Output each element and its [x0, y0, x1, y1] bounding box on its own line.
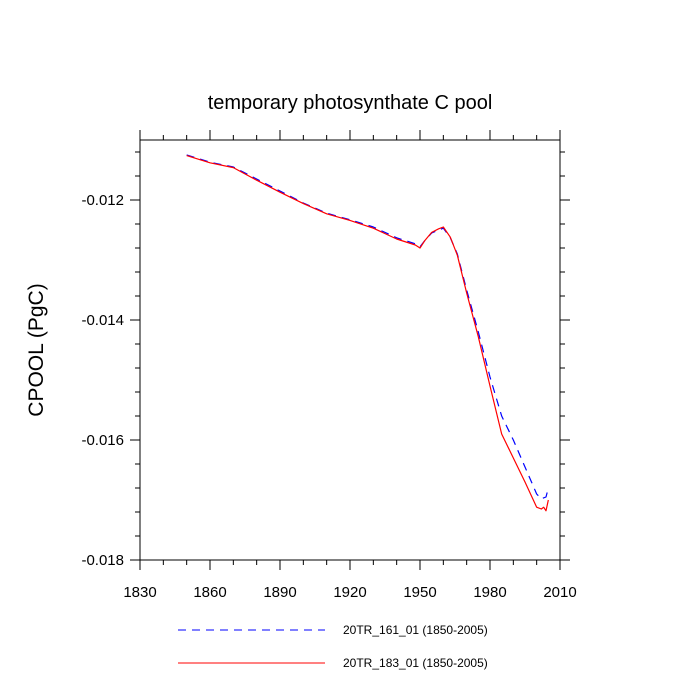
y-tick-label: -0.018: [81, 552, 124, 569]
chart-title: temporary photosynthate C pool: [208, 92, 493, 114]
x-tick-label: 1920: [333, 584, 366, 601]
x-tick-label: 1890: [263, 584, 296, 601]
y-axis-label: CPOOL (PgC): [25, 283, 48, 416]
legend-label-1: 20TR_161_01 (1850-2005): [343, 623, 488, 637]
series-line-2: [186, 155, 549, 512]
series-layer: [186, 154, 549, 512]
legend: 20TR_161_01 (1850-2005) 20TR_183_01 (1850…: [178, 623, 488, 670]
series-line-1: [186, 154, 549, 500]
plot-frame: [139, 139, 561, 561]
x-tick-label: 1830: [123, 584, 156, 601]
x-tick-label: 1980: [473, 584, 506, 601]
x-tick-label: 2010: [543, 584, 576, 601]
x-tick-label: 1950: [403, 584, 436, 601]
y-tick-label: -0.012: [81, 192, 124, 209]
x-tick-label: 1860: [193, 584, 226, 601]
legend-label-2: 20TR_183_01 (1850-2005): [343, 656, 488, 670]
y-tick-label: -0.016: [81, 432, 124, 449]
y-tick-label: -0.014: [81, 312, 124, 329]
axis-ticks: 1830 1860 1890 1920 1950 1980 2010 -0.012 -0.014…: [81, 130, 577, 601]
